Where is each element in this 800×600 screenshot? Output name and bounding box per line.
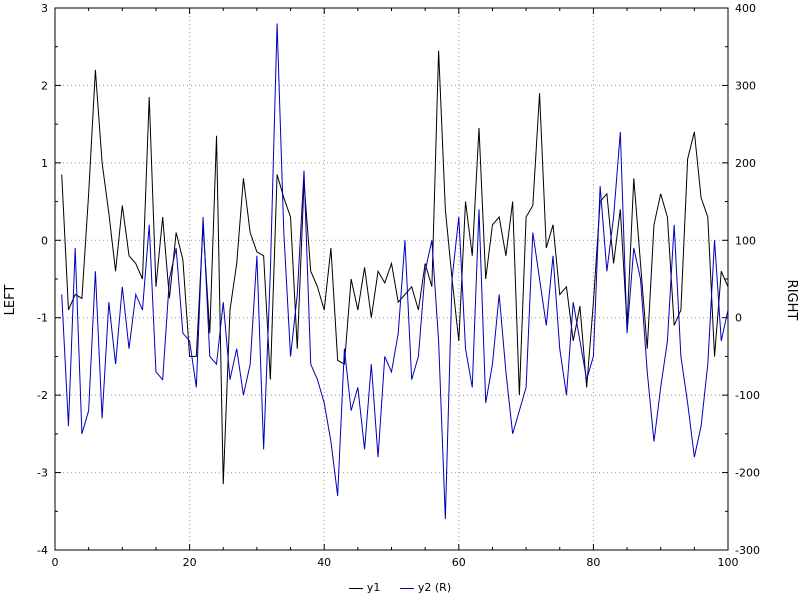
series-line-y2-r- bbox=[61, 23, 729, 520]
plot-border bbox=[54, 7, 729, 551]
x-tick-label: 80 bbox=[586, 556, 600, 569]
right-tick-label: -200 bbox=[735, 467, 760, 480]
legend-item-y1: y1 bbox=[348, 581, 381, 594]
series-line-y1 bbox=[61, 50, 729, 485]
x-tick-label: 20 bbox=[183, 556, 197, 569]
left-tick-label: 3 bbox=[41, 2, 48, 15]
y2-line-swatch bbox=[399, 587, 414, 589]
left-tick-label: -4 bbox=[37, 544, 48, 557]
left-tick-label: -2 bbox=[37, 389, 48, 402]
left-tick-label: 0 bbox=[41, 234, 48, 247]
y1-line-swatch bbox=[348, 587, 363, 589]
legend: y1 y2 (R) bbox=[0, 581, 800, 594]
legend-label-y1: y1 bbox=[366, 581, 381, 594]
x-tick-label: 40 bbox=[317, 556, 331, 569]
legend-item-y2: y2 (R) bbox=[399, 581, 452, 594]
left-tick-label: 2 bbox=[41, 79, 48, 92]
right-tick-label: 400 bbox=[735, 2, 756, 15]
right-tick-label: 200 bbox=[735, 157, 756, 170]
left-tick-label: -1 bbox=[37, 312, 48, 325]
left-tick-label: -3 bbox=[37, 467, 48, 480]
x-tick-label: 0 bbox=[52, 556, 59, 569]
legend-label-y2: y2 (R) bbox=[417, 581, 452, 594]
left-axis-title: LEFT bbox=[3, 285, 18, 316]
right-tick-label: 300 bbox=[735, 79, 756, 92]
right-tick-label: 0 bbox=[735, 312, 742, 325]
x-tick-label: 100 bbox=[718, 556, 739, 569]
right-axis-title: RIGHT bbox=[784, 280, 799, 321]
right-tick-label: -100 bbox=[735, 389, 760, 402]
left-tick-label: 1 bbox=[41, 157, 48, 170]
right-tick-label: 100 bbox=[735, 234, 756, 247]
x-tick-label: 60 bbox=[452, 556, 466, 569]
plot-layer: 0 20 40 60 80 100 -4 -3 -2 -1 0 1 2 3 -300 -200 -100 0 100… bbox=[37, 2, 760, 569]
right-tick-label: -300 bbox=[735, 544, 760, 557]
